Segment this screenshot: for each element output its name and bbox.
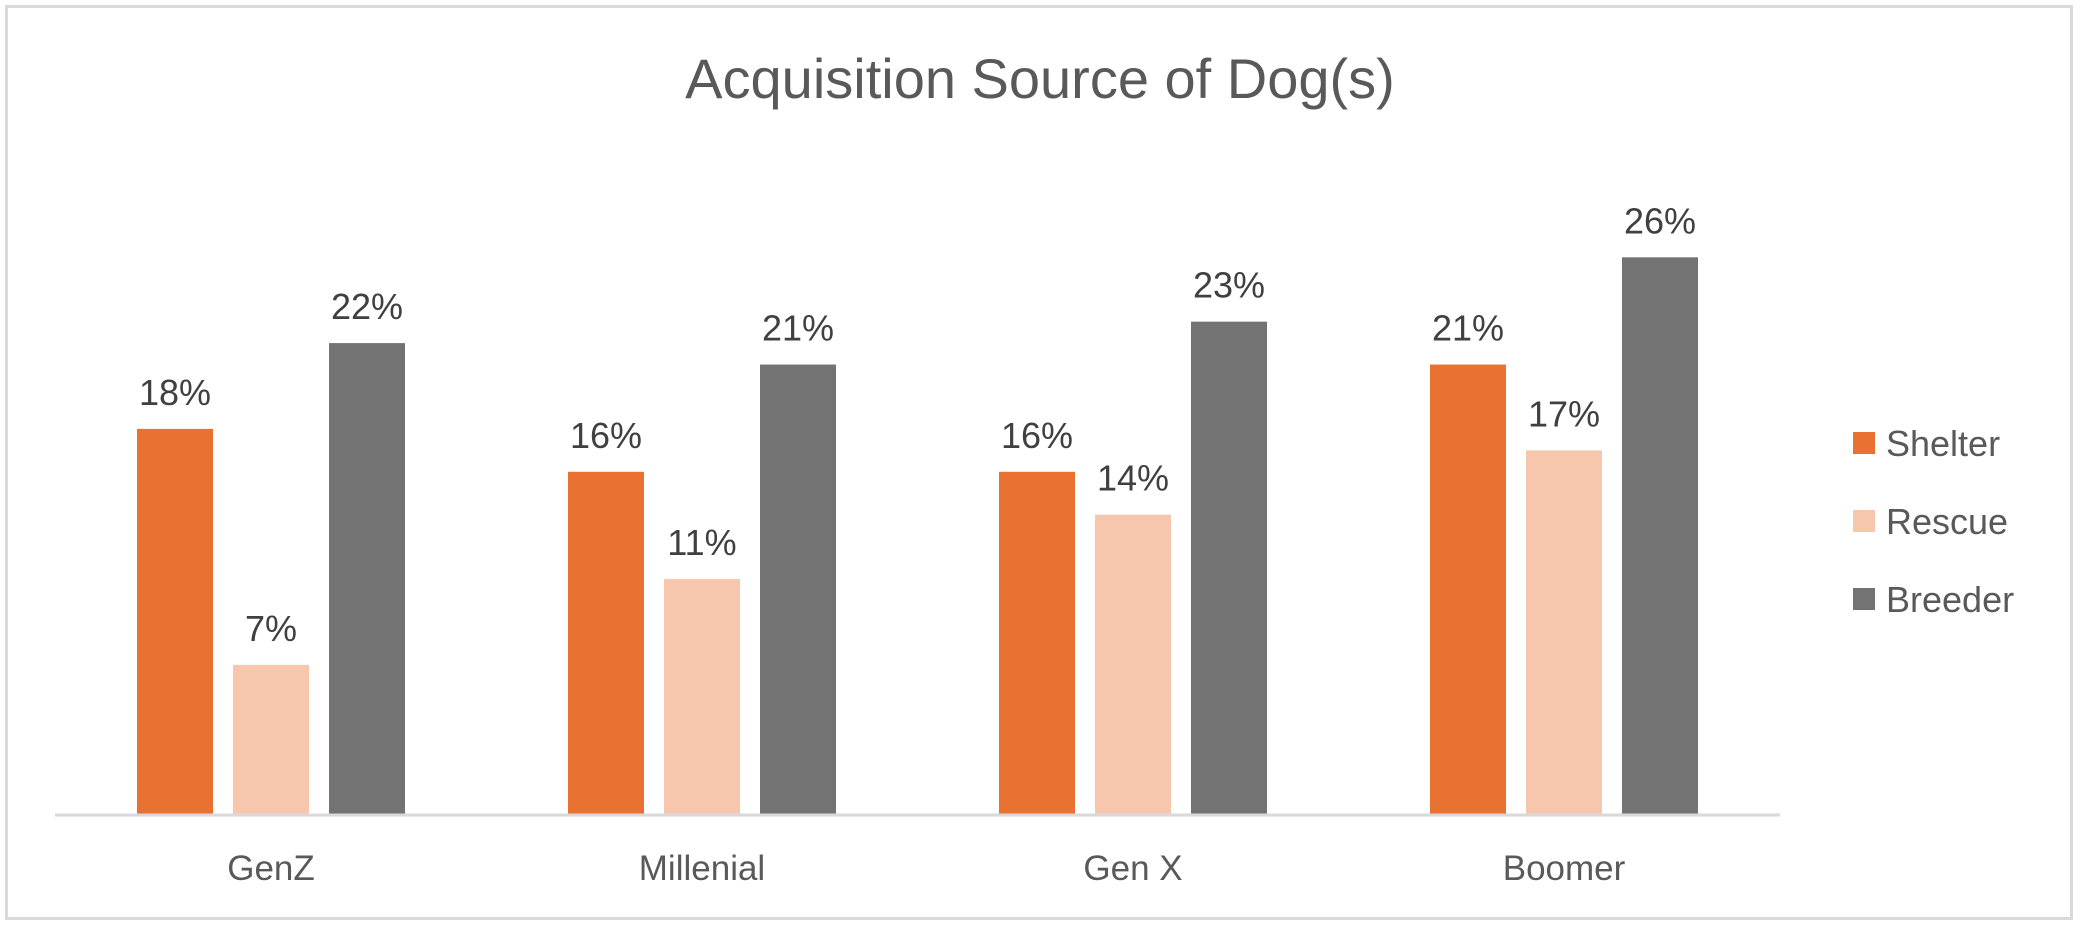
data-label-rescue-gen-x: 14%: [1097, 458, 1169, 499]
legend-layer: Shelter Rescue Breeder: [1853, 423, 2014, 620]
bar-rescue-boomer: [1526, 450, 1602, 815]
bar-shelter-millenial: [568, 472, 644, 815]
x-tick-label-gen-x: Gen X: [1083, 849, 1182, 888]
data-label-shelter-genz: 18%: [139, 372, 211, 413]
ticks-layer: GenZ Millenial Gen X Boomer: [227, 849, 1625, 888]
bar-shelter-boomer: [1430, 365, 1506, 815]
bar-rescue-millenial: [664, 579, 740, 815]
bar-rescue-gen-x: [1095, 515, 1171, 815]
data-label-breeder-genz: 22%: [331, 286, 403, 327]
data-label-shelter-boomer: 21%: [1432, 308, 1504, 349]
data-label-rescue-genz: 7%: [245, 608, 297, 649]
data-label-breeder-millenial: 21%: [762, 308, 834, 349]
legend-label-rescue: Rescue: [1886, 501, 2008, 542]
legend-label-shelter: Shelter: [1886, 423, 2000, 464]
bar-shelter-genz: [137, 429, 213, 815]
data-label-rescue-millenial: 11%: [667, 522, 736, 563]
data-label-rescue-boomer: 17%: [1528, 393, 1600, 434]
x-tick-label-boomer: Boomer: [1503, 849, 1626, 888]
data-label-breeder-boomer: 26%: [1624, 200, 1696, 241]
chart-svg: Acquisition Source of Dog(s) 18% 7% 22% 16%…: [0, 0, 2080, 930]
bar-breeder-genz: [329, 343, 405, 815]
legend-swatch-shelter: [1853, 432, 1875, 454]
bar-breeder-boomer: [1622, 257, 1698, 815]
chart-title: Acquisition Source of Dog(s): [685, 47, 1395, 110]
bar-breeder-gen-x: [1191, 322, 1267, 815]
data-label-shelter-gen-x: 16%: [1001, 415, 1073, 456]
x-tick-label-genz: GenZ: [227, 849, 315, 888]
data-label-breeder-gen-x: 23%: [1193, 265, 1265, 306]
legend-swatch-breeder: [1853, 588, 1875, 610]
bar-breeder-millenial: [760, 365, 836, 815]
x-tick-label-millenial: Millenial: [639, 849, 765, 888]
bar-shelter-gen-x: [999, 472, 1075, 815]
legend-label-breeder: Breeder: [1886, 579, 2014, 620]
data-label-shelter-millenial: 16%: [570, 415, 642, 456]
legend-swatch-rescue: [1853, 510, 1875, 532]
bar-rescue-genz: [233, 665, 309, 815]
